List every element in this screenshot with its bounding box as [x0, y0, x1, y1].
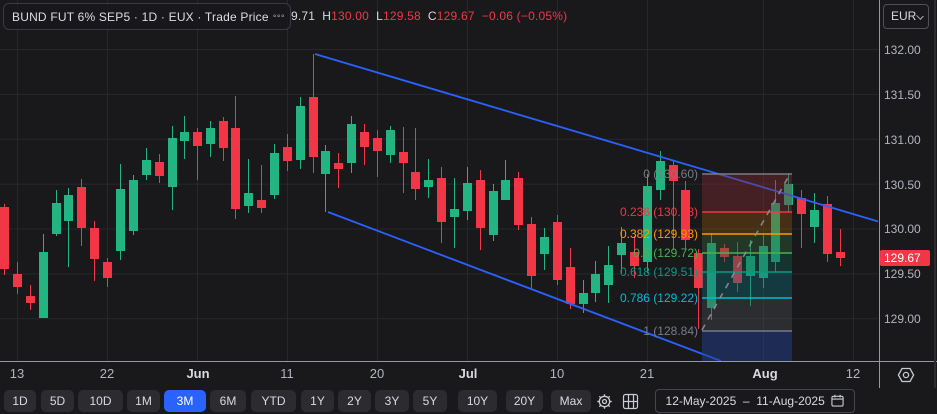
svg-text:0.382 (129.93): 0.382 (129.93) [620, 227, 698, 241]
svg-text:0.786 (129.22): 0.786 (129.22) [620, 291, 698, 305]
svg-text:0.5 (129.72): 0.5 (129.72) [633, 246, 698, 260]
svg-text:0.236 (130.18): 0.236 (130.18) [620, 205, 698, 219]
svg-text:0.618 (129.51): 0.618 (129.51) [620, 265, 698, 279]
svg-text:1 (128.84): 1 (128.84) [643, 324, 698, 338]
svg-text:0 (130.60): 0 (130.60) [643, 167, 698, 181]
